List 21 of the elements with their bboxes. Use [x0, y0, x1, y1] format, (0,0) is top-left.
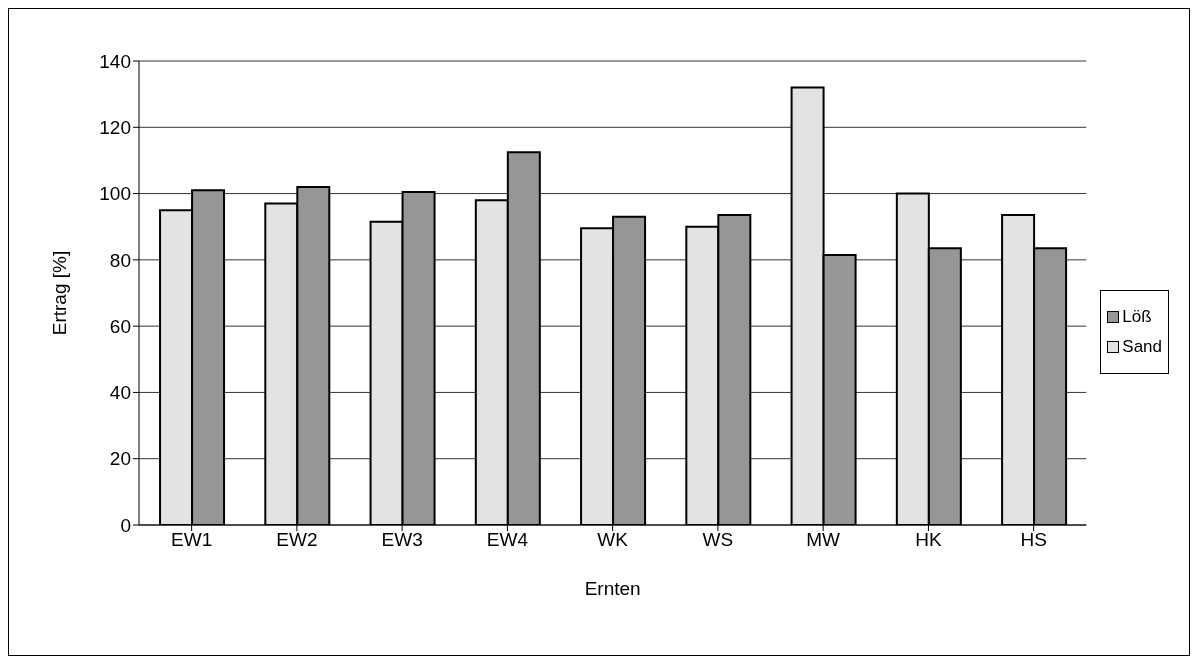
- legend-label: Sand: [1121, 337, 1162, 357]
- y-tick-label: 100: [99, 183, 131, 205]
- x-tick-label: HK: [915, 529, 942, 551]
- y-tick-label: 60: [109, 315, 131, 337]
- y-tick-label: 80: [109, 249, 131, 271]
- x-tick-label: WS: [702, 529, 734, 551]
- y-axis-title: Ertrag [%]: [48, 250, 70, 336]
- y-tick-label: 40: [109, 382, 131, 404]
- y-tick-label: 120: [99, 117, 131, 139]
- x-tick-label: WK: [597, 529, 629, 551]
- y-tick-label: 140: [99, 50, 131, 72]
- x-axis-title: Ernten: [584, 578, 641, 599]
- y-tick-label: 20: [109, 448, 131, 470]
- x-tick-label: HS: [1020, 529, 1047, 551]
- x-tick-label: MW: [806, 529, 841, 551]
- x-tick-label: EW3: [381, 529, 423, 551]
- legend-label: Löß: [1121, 307, 1153, 327]
- x-tick-label: EW4: [486, 529, 529, 551]
- x-tick-label: EW2: [276, 529, 318, 551]
- y-tick-label: 0: [120, 514, 131, 536]
- x-tick-label: EW1: [171, 529, 213, 551]
